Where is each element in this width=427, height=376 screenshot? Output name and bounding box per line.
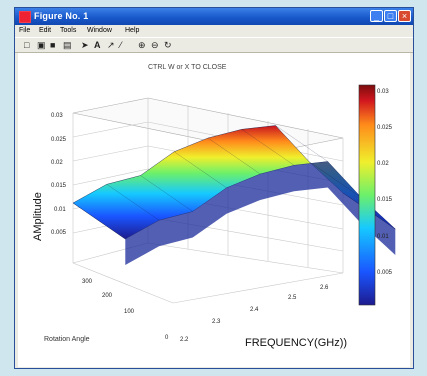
z-tick: 0.005 — [51, 230, 67, 236]
close-instruction: CTRL W or X TO CLOSE — [148, 64, 227, 71]
save-icon[interactable]: ■ — [50, 40, 56, 50]
x-tick: 2.6 — [320, 285, 329, 291]
x-tick: 2.5 — [288, 295, 297, 301]
figure-window: Figure No. 1 _ □ × File Edit Tools Windo… — [14, 7, 414, 369]
surface-body — [72, 125, 396, 265]
colorbar-tick: 0.02 — [377, 161, 389, 167]
new-icon[interactable]: □ — [24, 40, 30, 50]
z-tick: 0.01 — [54, 207, 66, 213]
z-tick: 0.015 — [51, 183, 67, 189]
surface-ridge-line — [174, 151, 227, 188]
z-axis-label: AMplitude — [32, 192, 44, 241]
surface-plot: 0.03 0.025 0.02 0.015 0.01 0.005 300 200… — [32, 84, 396, 349]
surface-ridge-line — [106, 184, 160, 221]
surface-front — [125, 161, 396, 265]
tool-bar: □ ▣ ■ ▤ ➤ A ↗ ⁄ ⊕ ⊖ ↻ — [15, 37, 413, 53]
y-tick: 100 — [124, 309, 135, 315]
open-icon[interactable]: ▣ — [37, 40, 46, 50]
x-tick: 2.3 — [212, 319, 221, 325]
x-axis-label: FREQUENCY(GHz)) — [245, 337, 347, 349]
close-button[interactable]: × — [398, 10, 411, 22]
title-bar[interactable]: Figure No. 1 _ □ × — [15, 8, 413, 25]
surface-ridge-line — [140, 175, 193, 212]
y-tick: 300 — [82, 279, 93, 285]
zoom-in-icon[interactable]: ⊕ — [138, 40, 146, 50]
z-tick: 0.03 — [51, 113, 63, 119]
surface-ridge-line — [207, 137, 261, 175]
rotate-icon[interactable]: ↻ — [164, 40, 172, 50]
colorbar: 0.03 0.025 0.02 0.015 0.01 0.005 — [358, 84, 393, 306]
menu-bar: File Edit Tools Window Help — [15, 25, 413, 37]
menu-file[interactable]: File — [19, 27, 31, 34]
colorbar-tick: 0.03 — [377, 89, 389, 95]
menu-help[interactable]: Help — [125, 27, 140, 34]
surface-ridge-line — [241, 129, 295, 166]
z-tick: 0.025 — [51, 137, 67, 143]
arrow-icon[interactable]: ↗ — [107, 40, 115, 50]
surface-ridge-line — [309, 161, 362, 198]
colorbar-tick: 0.01 — [377, 234, 389, 240]
y-tick: 200 — [102, 293, 113, 299]
surface-ridge-line — [275, 125, 328, 162]
app-icon — [19, 11, 31, 23]
x-tick: 2.4 — [250, 307, 259, 313]
line-icon[interactable]: ⁄ — [120, 40, 122, 50]
text-icon[interactable]: A — [94, 40, 101, 50]
colorbar-tick: 0.005 — [377, 270, 393, 276]
plot-area: CTRL W or X TO CLOSE — [18, 53, 410, 367]
maximize-button[interactable]: □ — [384, 10, 397, 22]
y-axis-label: Rotation Angle — [44, 336, 90, 343]
menu-window[interactable]: Window — [87, 27, 112, 34]
zoom-out-icon[interactable]: ⊖ — [151, 40, 159, 50]
y-tick: 0 — [165, 335, 169, 341]
window-title: Figure No. 1 — [34, 11, 89, 21]
surface-ridges — [72, 125, 396, 240]
colorbar-tick: 0.025 — [377, 125, 393, 131]
menu-tools[interactable]: Tools — [60, 27, 77, 34]
surface-ridge-line — [72, 202, 126, 240]
x-tick: 2.2 — [180, 337, 189, 343]
z-tick: 0.02 — [51, 160, 63, 166]
menu-edit[interactable]: Edit — [39, 27, 52, 34]
select-arrow-icon[interactable]: ➤ — [81, 40, 89, 50]
minimize-button[interactable]: _ — [370, 10, 383, 22]
print-icon[interactable]: ▤ — [63, 40, 72, 50]
colorbar-tick: 0.015 — [377, 197, 393, 203]
